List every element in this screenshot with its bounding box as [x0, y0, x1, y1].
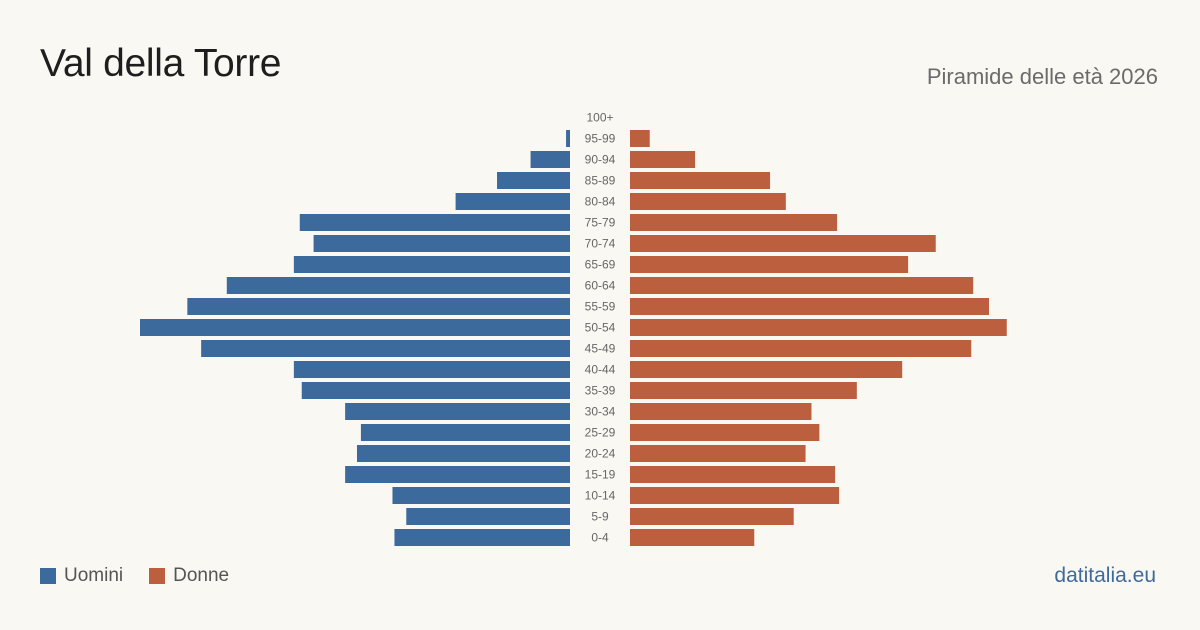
bar-men-25-29[interactable] [360, 424, 570, 441]
bar-women-15-19[interactable] [630, 466, 836, 483]
age-group-label: 100+ [586, 111, 613, 125]
age-group-label: 30-34 [585, 405, 616, 419]
chart-subtitle: Piramide delle età 2026 [926, 64, 1158, 89]
bar-women-60-64[interactable] [630, 277, 974, 294]
legend-label-women: Donne [173, 565, 230, 586]
age-group-label: 95-99 [585, 132, 616, 146]
age-group-label: 65-69 [585, 258, 616, 272]
bar-women-40-44[interactable] [630, 361, 903, 378]
bar-women-10-14[interactable] [630, 487, 840, 504]
bar-women-55-59[interactable] [630, 298, 989, 315]
age-group-label: 25-29 [585, 426, 616, 440]
age-group-label: 10-14 [585, 489, 616, 503]
bar-men-10-14[interactable] [392, 487, 570, 504]
bar-men-90-94[interactable] [530, 151, 570, 168]
bar-men-40-44[interactable] [293, 361, 570, 378]
age-group-label: 60-64 [585, 279, 616, 293]
legend-item-men: Uomini [40, 565, 123, 587]
bar-men-85-89[interactable] [497, 172, 570, 189]
bar-men-50-54[interactable] [140, 319, 570, 336]
bar-women-50-54[interactable] [630, 319, 1007, 336]
legend: Uomini Donne [40, 565, 255, 587]
age-group-label: 35-39 [585, 384, 616, 398]
legend-label-men: Uomini [64, 565, 124, 586]
bar-women-45-49[interactable] [630, 340, 972, 357]
bar-men-55-59[interactable] [187, 298, 570, 315]
bar-women-0-4[interactable] [630, 529, 755, 546]
bar-men-75-79[interactable] [299, 214, 570, 231]
chart-title: Val della Torre [40, 42, 282, 85]
bar-men-80-84[interactable] [455, 193, 570, 210]
bar-women-80-84[interactable] [630, 193, 786, 210]
age-group-label: 70-74 [585, 237, 616, 251]
bar-men-60-64[interactable] [226, 277, 570, 294]
age-group-label: 40-44 [585, 363, 616, 377]
bar-women-5-9[interactable] [630, 508, 794, 525]
age-group-label: 85-89 [585, 174, 616, 188]
bar-women-95-99[interactable] [630, 130, 650, 147]
bar-women-85-89[interactable] [630, 172, 771, 189]
age-group-label: 45-49 [585, 342, 616, 356]
bar-men-45-49[interactable] [201, 340, 570, 357]
bar-men-95-99[interactable] [566, 130, 570, 147]
bar-women-65-69[interactable] [630, 256, 909, 273]
bar-men-5-9[interactable] [406, 508, 570, 525]
legend-swatch-women [149, 568, 166, 584]
bar-men-0-4[interactable] [394, 529, 570, 546]
bar-men-35-39[interactable] [301, 382, 570, 399]
age-group-label: 55-59 [585, 300, 616, 314]
bar-men-65-69[interactable] [293, 256, 570, 273]
bar-men-15-19[interactable] [345, 466, 570, 483]
bar-women-35-39[interactable] [630, 382, 857, 399]
bar-men-30-34[interactable] [345, 403, 570, 420]
age-group-label: 80-84 [585, 195, 616, 209]
bar-women-75-79[interactable] [630, 214, 838, 231]
bar-men-70-74[interactable] [313, 235, 570, 252]
source-link[interactable]: datitalia.eu [1054, 564, 1156, 587]
legend-swatch-men [40, 568, 56, 584]
age-group-label: 0-4 [591, 531, 609, 545]
bar-women-70-74[interactable] [630, 235, 936, 252]
bar-women-20-24[interactable] [630, 445, 806, 462]
bar-women-25-29[interactable] [630, 424, 820, 441]
bar-men-20-24[interactable] [356, 445, 570, 462]
age-group-label: 5-9 [591, 510, 609, 524]
bar-women-90-94[interactable] [630, 151, 696, 168]
age-group-label: 20-24 [585, 447, 616, 461]
age-group-label: 15-19 [585, 468, 616, 482]
legend-item-women: Donne [149, 565, 229, 587]
bar-women-30-34[interactable] [630, 403, 812, 420]
age-group-label: 75-79 [585, 216, 616, 230]
age-group-label: 50-54 [585, 321, 616, 335]
age-group-label: 90-94 [585, 153, 616, 167]
